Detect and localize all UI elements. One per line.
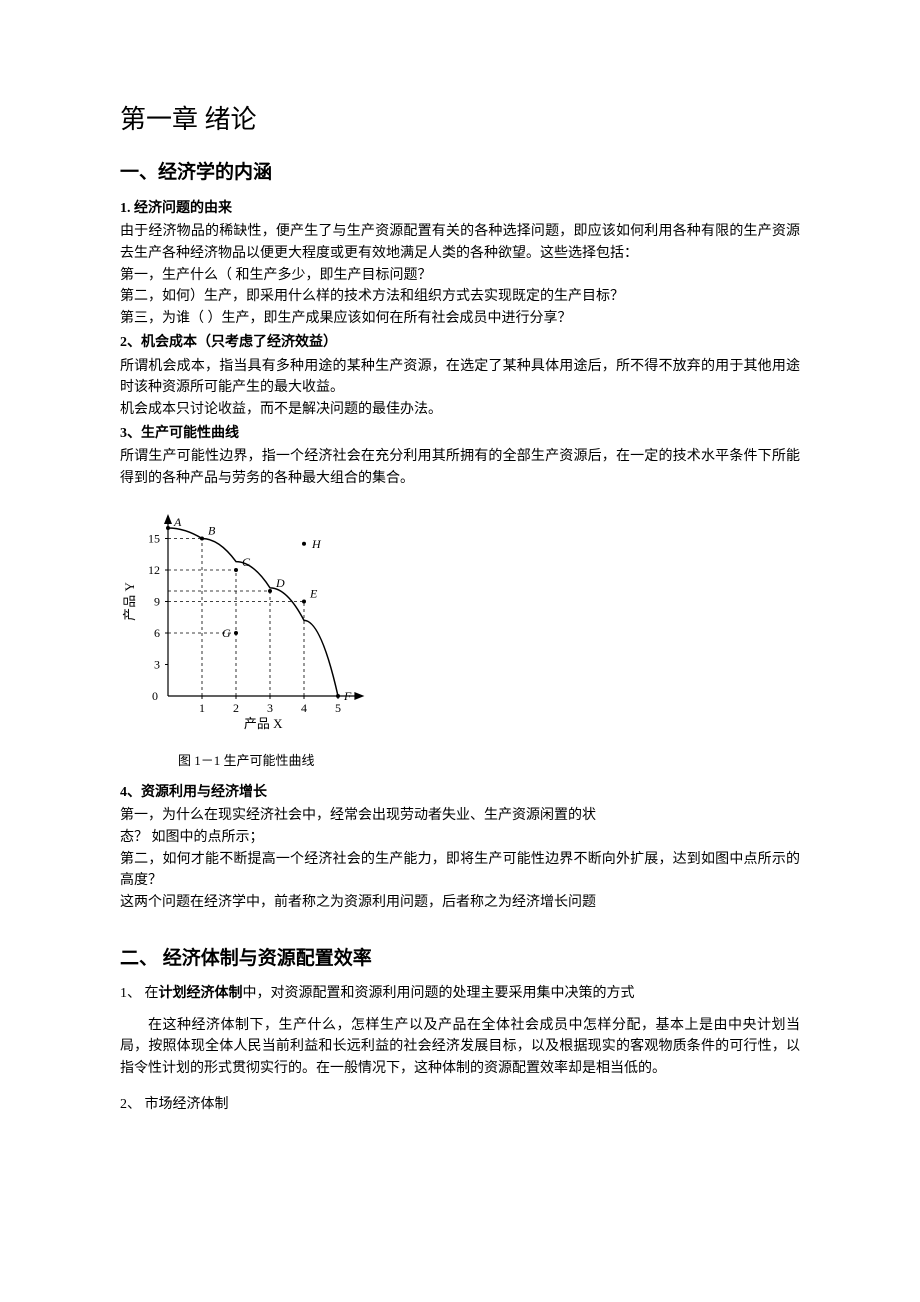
item1-bold: 计划经济体制 bbox=[159, 986, 243, 1001]
section-2-item-1-lead: 1、 在计划经济体制中，对资源配置和资源利用问题的处理主要采用集中决策的方式 bbox=[120, 983, 800, 1005]
item1-lead: 1、 在 bbox=[120, 986, 159, 1001]
paragraph: 所谓机会成本，指当具有多种用途的某种生产资源，在选定了某种具体用途后，所不得不放… bbox=[120, 356, 800, 399]
svg-text:产品 X: 产品 X bbox=[244, 716, 283, 731]
svg-text:12: 12 bbox=[148, 563, 160, 577]
paragraph: 第一，为什么在现实经济社会中，经常会出现劳动者失业、生产资源闲置的状 bbox=[120, 805, 800, 827]
paragraph: 第二，如何）生产，即采用什么样的技术方法和组织方式去实现既定的生产目标？ bbox=[120, 286, 800, 308]
document-page: 第一章 绪论 一、经济学的内涵 1. 经济问题的由来 由于经济物品的稀缺性，便产… bbox=[0, 0, 920, 1176]
svg-text:H: H bbox=[311, 536, 322, 550]
subsection-1-1-title: 1. 经济问题的由来 bbox=[120, 198, 800, 220]
svg-text:产品 Y: 产品 Y bbox=[122, 581, 137, 620]
paragraph: 在这种经济体制下，生产什么，怎样生产以及产品在全体社会成员中怎样分配，基本上是由… bbox=[120, 1015, 800, 1080]
svg-text:E: E bbox=[309, 586, 318, 600]
paragraph: 这两个问题在经济学中，前者称之为资源利用问题，后者称之为经济增长问题 bbox=[120, 892, 800, 914]
svg-text:3: 3 bbox=[267, 701, 273, 715]
svg-text:D: D bbox=[275, 576, 285, 590]
subsection-1-4-title: 4、资源利用与经济增长 bbox=[120, 782, 800, 804]
paragraph: 态？ 如图中的点所示； bbox=[120, 827, 800, 849]
svg-text:0: 0 bbox=[152, 689, 158, 703]
svg-text:2: 2 bbox=[233, 701, 239, 715]
svg-text:F: F bbox=[343, 689, 352, 703]
svg-text:6: 6 bbox=[154, 626, 160, 640]
svg-text:B: B bbox=[208, 523, 216, 537]
section-2-item-2-title: 2、 市场经济体制 bbox=[120, 1094, 800, 1116]
item1-tail: 中，对资源配置和资源利用问题的处理主要采用集中决策的方式 bbox=[243, 986, 635, 1001]
section-2-title: 二、 经济体制与资源配置效率 bbox=[120, 944, 800, 973]
svg-text:15: 15 bbox=[148, 531, 160, 545]
figure-ppf: 0369121512345ABCDEFGH产品 X产品 Y 图 1－1 生产可能… bbox=[120, 506, 800, 772]
svg-text:1: 1 bbox=[199, 701, 205, 715]
svg-text:A: A bbox=[173, 515, 182, 529]
section-1-title: 一、经济学的内涵 bbox=[120, 158, 800, 187]
ppf-chart-svg: 0369121512345ABCDEFGH产品 X产品 Y bbox=[120, 506, 380, 736]
svg-text:5: 5 bbox=[335, 701, 341, 715]
svg-text:C: C bbox=[242, 555, 251, 569]
subsection-1-2-title: 2、机会成本（只考虑了经济效益） bbox=[120, 332, 800, 354]
subsection-1-3-title: 3、生产可能性曲线 bbox=[120, 423, 800, 445]
paragraph: 第三，为谁（ ）生产，即生产成果应该如何在所有社会成员中进行分享？ bbox=[120, 308, 800, 330]
figure-caption: 图 1－1 生产可能性曲线 bbox=[178, 751, 800, 771]
svg-text:3: 3 bbox=[154, 657, 160, 671]
paragraph: 由于经济物品的稀缺性，便产生了与生产资源配置有关的各种选择问题，即应该如何利用各… bbox=[120, 221, 800, 264]
paragraph: 第二，如何才能不断提高一个经济社会的生产能力，即将生产可能性边界不断向外扩展，达… bbox=[120, 849, 800, 892]
paragraph: 第一，生产什么（ 和生产多少，即生产目标问题？ bbox=[120, 265, 800, 287]
svg-text:4: 4 bbox=[301, 701, 307, 715]
chapter-title: 第一章 绪论 bbox=[120, 100, 800, 140]
svg-text:G: G bbox=[222, 626, 231, 640]
paragraph: 机会成本只讨论收益，而不是解决问题的最佳办法。 bbox=[120, 399, 800, 421]
svg-text:9: 9 bbox=[154, 594, 160, 608]
paragraph: 所谓生产可能性边界，指一个经济社会在充分利用其所拥有的全部生产资源后，在一定的技… bbox=[120, 446, 800, 489]
